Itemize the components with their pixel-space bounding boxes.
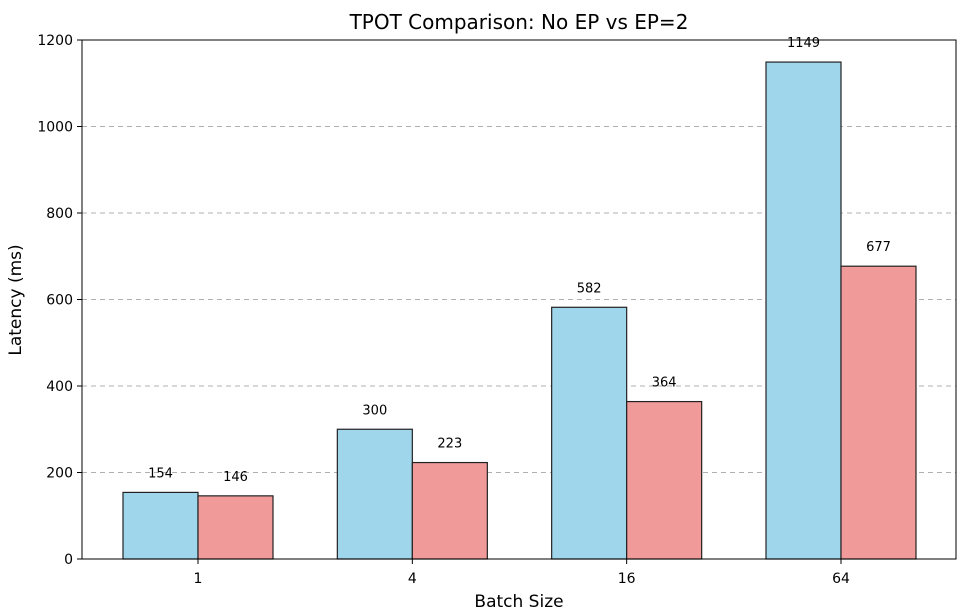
y-axis-ticks: 0 200 400 600 800 1000 1200 — [37, 33, 82, 568]
y-tick-label: 1000 — [37, 120, 73, 136]
y-tick-label: 200 — [46, 466, 73, 482]
y-tick-label: 400 — [46, 379, 73, 395]
x-tick-label: 16 — [618, 571, 636, 587]
bar-value-label: 677 — [866, 240, 891, 255]
bar-value-label: 146 — [223, 470, 248, 485]
bar-value-label: 300 — [362, 403, 387, 418]
y-tick-label: 600 — [46, 293, 73, 309]
bar-ep-2-16 — [626, 400, 703, 560]
y-tick-label: 0 — [64, 552, 73, 568]
x-axis-label: Batch Size — [474, 592, 563, 612]
bar-no-ep-4 — [336, 428, 413, 560]
bar-no-ep-64 — [765, 61, 842, 560]
y-tick-label: 800 — [46, 206, 73, 222]
bar-value-label: 1149 — [787, 36, 820, 51]
bar-ep-2-64 — [840, 265, 917, 560]
bar-no-ep-16 — [551, 306, 628, 560]
bar-value-label: 582 — [577, 281, 602, 296]
y-tick-label: 1200 — [37, 33, 73, 49]
x-tick-label: 4 — [408, 571, 417, 587]
x-axis-ticks: 1 4 16 64 — [194, 559, 850, 587]
x-tick-label: 1 — [194, 571, 203, 587]
bar-no-ep-1 — [122, 491, 199, 560]
y-axis-label: Latency (ms) — [6, 244, 26, 355]
bar-value-label: 223 — [437, 437, 462, 452]
bar-ep-2-1 — [197, 495, 274, 560]
bar-value-label: 364 — [652, 376, 677, 391]
x-tick-label: 64 — [832, 571, 850, 587]
chart-title: TPOT Comparison: No EP vs EP=2 — [349, 10, 689, 34]
bar-ep-2-4 — [411, 461, 488, 560]
bar-value-label: 154 — [148, 466, 173, 481]
bars — [122, 61, 917, 560]
